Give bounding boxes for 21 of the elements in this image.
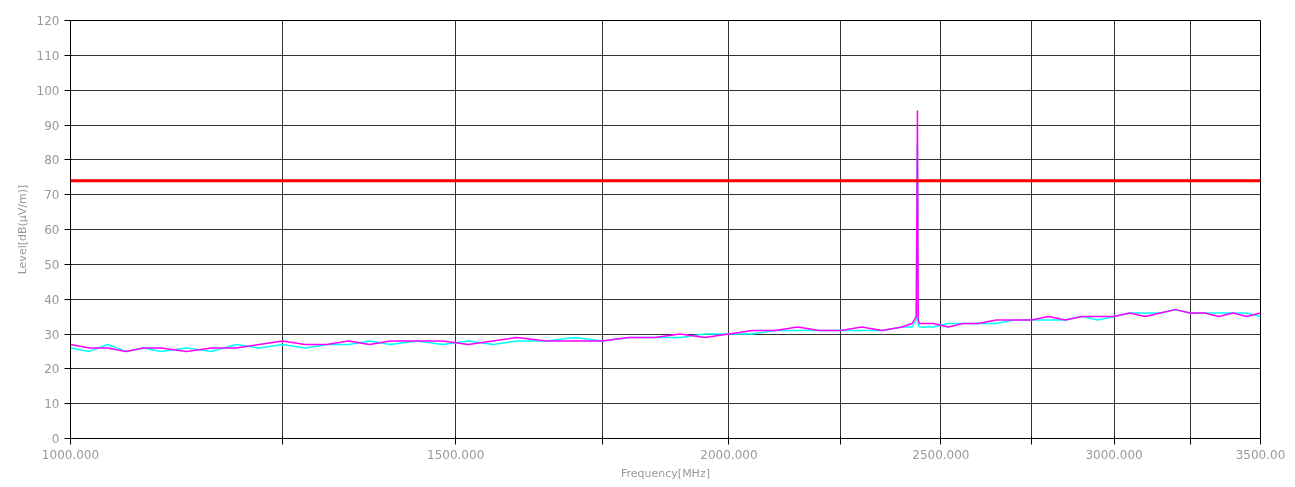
y-tick-label: 90	[44, 118, 60, 133]
x-tick-label: 3500.00	[1235, 447, 1286, 462]
y-tick-label: 50	[44, 257, 60, 272]
x-axis-title: Frequency[MHz]	[621, 466, 710, 480]
x-tick-label: 2000.000	[700, 447, 758, 462]
y-tick-label: 20	[44, 362, 60, 377]
y-tick-label: 60	[44, 223, 60, 237]
y-axis-title: Level[dB(μV/m)]	[15, 184, 29, 275]
y-tick-label: 40	[44, 292, 60, 307]
x-tick-label: 2500.000	[912, 447, 970, 462]
x-tick-label: 3000.000	[1085, 447, 1143, 462]
y-tick-label: 80	[44, 153, 60, 168]
y-tick-label: 0	[51, 432, 60, 446]
x-tick-label: 1500.000	[427, 447, 485, 462]
y-tick-label: 120	[36, 14, 60, 28]
y-tick-label: 110	[36, 48, 60, 63]
y-tick-label: 30	[44, 327, 60, 342]
y-tick-label: 10	[44, 397, 60, 412]
x-tick-label: 1000.000	[41, 447, 100, 462]
y-tick-label: 100	[36, 83, 60, 98]
y-tick-label: 70	[44, 188, 60, 203]
